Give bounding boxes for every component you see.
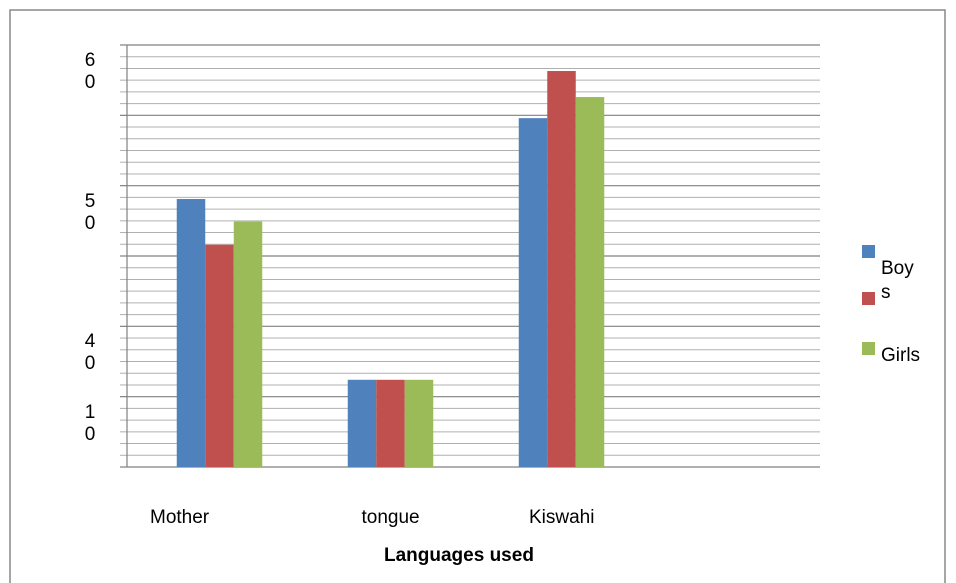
- legend-label: Girls: [881, 345, 921, 366]
- bar: [376, 379, 405, 467]
- bar: [205, 244, 234, 467]
- legend-label: s: [881, 282, 891, 303]
- y-tick-label: 10: [84, 401, 96, 445]
- chart-border: [9, 9, 946, 583]
- x-axis-title: Languages used: [384, 545, 534, 566]
- bar: [233, 221, 263, 467]
- x-tick-label: tongue: [361, 507, 420, 528]
- legend-swatch: [862, 245, 875, 258]
- legend-swatch: [862, 342, 875, 355]
- bar: [547, 71, 576, 468]
- y-tick-label: 40: [84, 331, 96, 375]
- y-tick-label: 60: [84, 50, 96, 93]
- x-tick-label: Mother: [150, 507, 210, 528]
- bar: [176, 199, 206, 467]
- y-tick-label: 50: [84, 190, 96, 234]
- legend-label: Boy: [881, 258, 914, 279]
- legend-swatch: [862, 292, 875, 305]
- bar: [404, 379, 434, 467]
- bar: [347, 379, 377, 467]
- bar: [518, 118, 548, 467]
- bar: [575, 97, 605, 468]
- x-tick-label: Kiswahi: [529, 507, 595, 528]
